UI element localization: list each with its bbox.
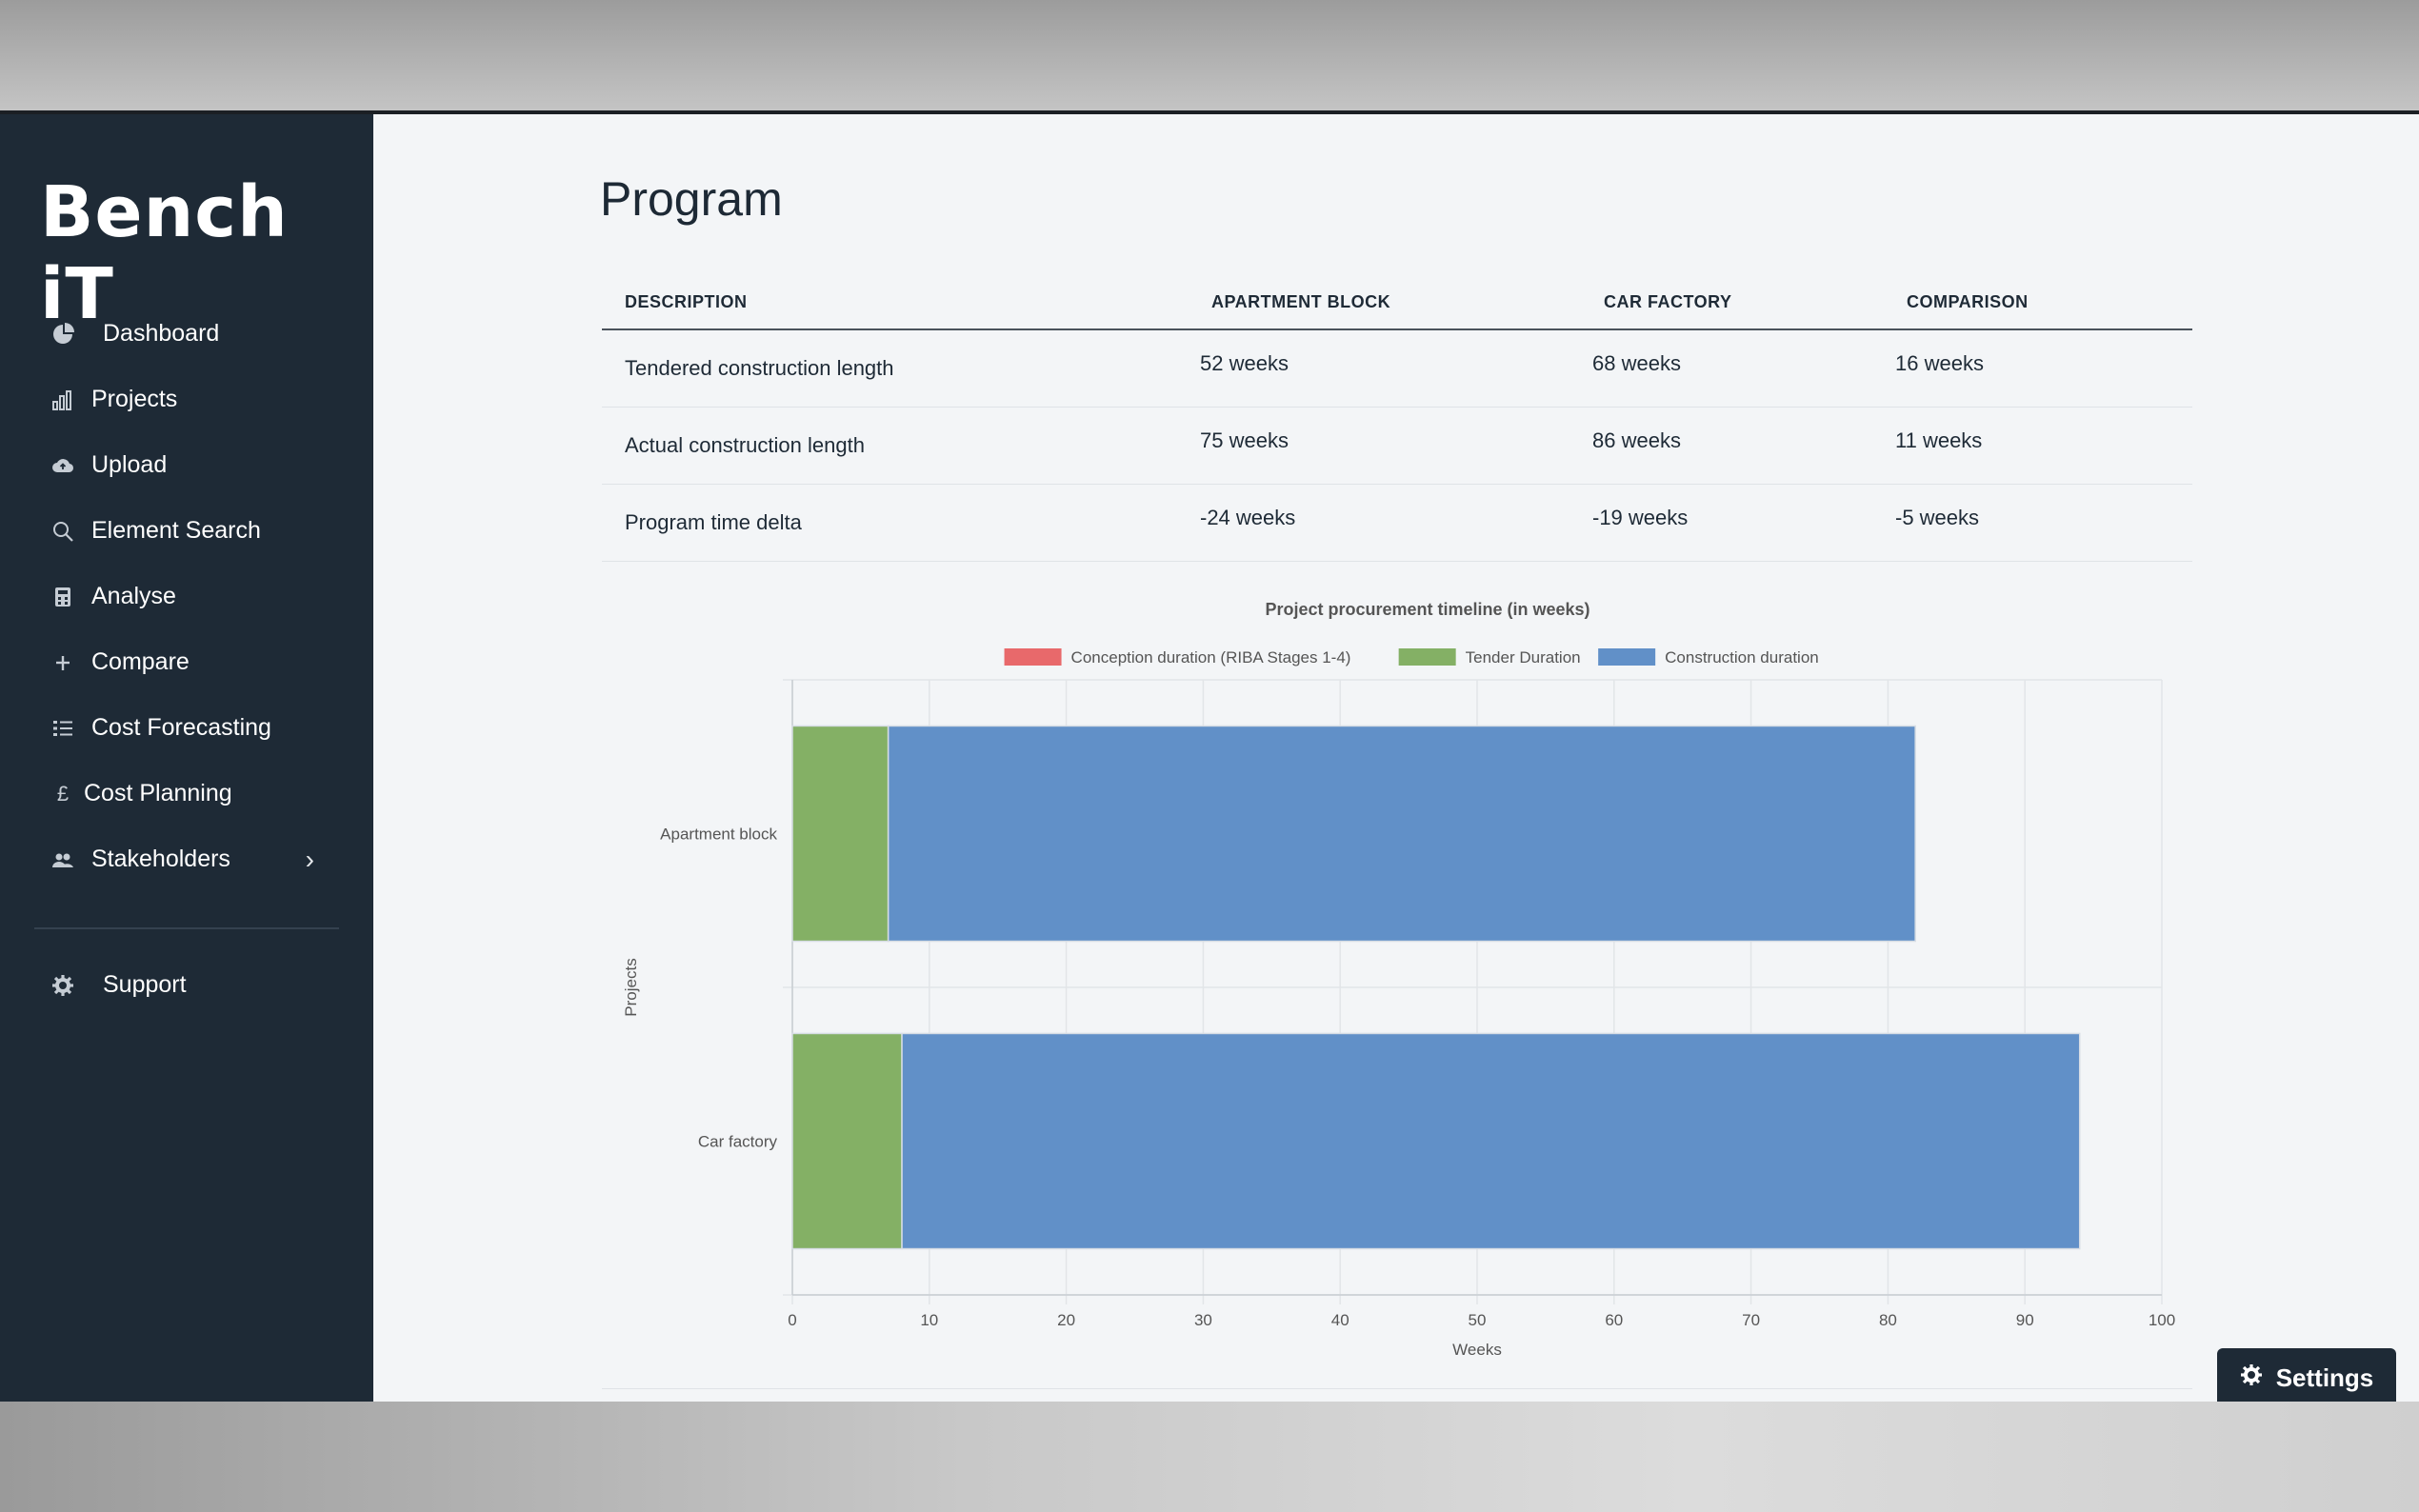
page-title: Program	[600, 172, 783, 226]
legend-swatch	[1598, 648, 1656, 666]
column-header-comparison: COMPARISON	[1884, 276, 2192, 330]
background-top	[0, 0, 2419, 110]
sidebar-item-cost-forecasting[interactable]: Cost Forecasting	[0, 695, 373, 761]
bar-segment	[887, 725, 1916, 943]
cell-apartment-block: 75 weeks	[1189, 407, 1581, 485]
procurement-timeline-chart: Project procurement timeline (in weeks) C…	[602, 587, 2192, 1383]
program-table: DESCRIPTION APARTMENT BLOCK CAR FACTORY …	[602, 276, 2192, 562]
gear-icon	[2240, 1363, 2263, 1393]
x-tick-label: 100	[2149, 1311, 2175, 1329]
table-row: Tendered construction length 52 weeks 68…	[602, 329, 2192, 408]
bar-segment	[791, 1032, 903, 1250]
cell-car-factory: -19 weeks	[1581, 484, 1884, 562]
sidebar-item-dashboard[interactable]: Dashboard	[0, 301, 373, 367]
x-tick-label: 0	[788, 1311, 796, 1329]
legend-label: Conception duration (RIBA Stages 1-4)	[1071, 648, 1351, 666]
sidebar-item-label: Upload	[91, 451, 168, 478]
x-tick-label: 10	[920, 1311, 938, 1329]
cell-apartment-block: -24 weeks	[1189, 484, 1581, 562]
sidebar-item-compare[interactable]: Compare	[0, 629, 373, 695]
chart-title: Project procurement timeline (in weeks)	[1265, 600, 1589, 619]
x-tick-label: 40	[1331, 1311, 1349, 1329]
legend-swatch	[1004, 648, 1062, 666]
x-tick-label: 60	[1605, 1311, 1623, 1329]
column-header-apartment-block: APARTMENT BLOCK	[1189, 276, 1581, 330]
table-row: Actual construction length 75 weeks 86 w…	[602, 407, 2192, 485]
sidebar-item-label: Element Search	[91, 517, 261, 544]
table-row: Program time delta -24 weeks -19 weeks -…	[602, 484, 2192, 562]
bar-segment	[791, 725, 890, 943]
bar-segment	[901, 1032, 2081, 1250]
sidebar-item-label: Support	[103, 971, 187, 998]
cell-car-factory: 68 weeks	[1581, 329, 1884, 408]
calculator-icon	[51, 586, 74, 608]
sidebar-divider	[34, 927, 339, 929]
x-tick-label: 70	[1742, 1311, 1760, 1329]
pound-icon: £	[56, 781, 70, 806]
sidebar-item-label: Projects	[91, 386, 178, 412]
column-header-description: DESCRIPTION	[602, 276, 1189, 330]
legend-swatch	[1398, 648, 1456, 666]
plus-icon	[51, 651, 74, 674]
list-icon	[51, 717, 74, 740]
column-header-car-factory: CAR FACTORY	[1581, 276, 1884, 330]
sidebar-item-label: Cost Planning	[84, 780, 232, 806]
cloud-upload-icon	[51, 454, 74, 477]
pie-chart-icon	[51, 322, 74, 346]
x-axis-label: Weeks	[1452, 1341, 1502, 1359]
main-content: Program DESCRIPTION APARTMENT BLOCK CAR …	[373, 114, 2419, 1402]
chevron-right-icon[interactable]: ›	[305, 844, 314, 874]
cell-description: Program time delta	[602, 484, 1189, 562]
y-tick-label: Apartment block	[660, 826, 777, 844]
users-icon	[51, 848, 74, 871]
sidebar-item-upload[interactable]: Upload	[0, 432, 373, 498]
y-tick-label: Car factory	[698, 1133, 778, 1151]
table-header-row: DESCRIPTION APARTMENT BLOCK CAR FACTORY …	[602, 276, 2192, 330]
sidebar-item-element-search[interactable]: Element Search	[0, 498, 373, 564]
cell-comparison: -5 weeks	[1884, 484, 2192, 562]
x-tick-label: 90	[2016, 1311, 2034, 1329]
x-tick-label: 50	[1469, 1311, 1487, 1329]
sidebar-item-label: Stakeholders	[91, 846, 230, 872]
gear-icon	[51, 974, 74, 997]
cell-apartment-block: 52 weeks	[1189, 329, 1581, 408]
sidebar-item-analyse[interactable]: Analyse	[0, 564, 373, 629]
legend-label: Tender Duration	[1466, 648, 1581, 666]
sidebar-item-label: Dashboard	[103, 320, 220, 347]
sidebar-item-label: Cost Forecasting	[91, 714, 271, 741]
cell-description: Actual construction length	[602, 407, 1189, 485]
sidebar-item-support[interactable]: Support	[0, 952, 373, 1018]
x-tick-label: 80	[1879, 1311, 1897, 1329]
settings-button[interactable]: Settings	[2217, 1348, 2396, 1402]
sidebar-item-stakeholders[interactable]: Stakeholders ›	[0, 826, 373, 892]
x-tick-label: 20	[1057, 1311, 1075, 1329]
app-window: Bench iT Dashboard Projects Upload	[0, 110, 2419, 1402]
cell-comparison: 11 weeks	[1884, 407, 2192, 485]
settings-button-label: Settings	[2275, 1363, 2374, 1392]
sidebar: Bench iT Dashboard Projects Upload	[0, 114, 373, 1402]
cell-car-factory: 86 weeks	[1581, 407, 1884, 485]
cell-description: Tendered construction length	[602, 329, 1189, 408]
bar-chart-icon	[51, 388, 74, 411]
legend-label: Construction duration	[1665, 648, 1819, 666]
sidebar-item-label: Analyse	[91, 583, 176, 609]
x-tick-label: 30	[1194, 1311, 1212, 1329]
app-logo: Bench iT	[40, 171, 289, 335]
section-divider	[602, 1388, 2192, 1389]
cell-comparison: 16 weeks	[1884, 329, 2192, 408]
chart-svg: Project procurement timeline (in weeks) C…	[622, 600, 2175, 1359]
sidebar-item-label: Compare	[91, 648, 190, 675]
sidebar-nav: Dashboard Projects Upload Element Search	[0, 301, 373, 892]
sidebar-item-projects[interactable]: Projects	[0, 367, 373, 432]
search-icon	[51, 520, 74, 543]
sidebar-item-cost-planning[interactable]: £ Cost Planning	[0, 761, 373, 826]
y-axis-label: Projects	[622, 958, 640, 1016]
background-bottom	[0, 1402, 2419, 1512]
